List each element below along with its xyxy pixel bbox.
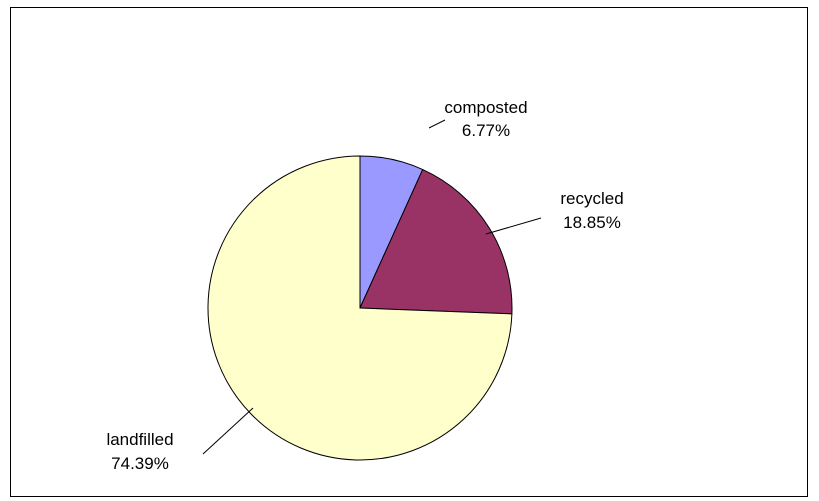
slice-label-composted: composted (444, 98, 527, 117)
leader-line-landfilled (202, 407, 254, 455)
chart-area: composted 6.77% recycled 18.85% landfilled 74… (10, 7, 808, 497)
slice-value-landfilled: 74.39% (111, 454, 169, 473)
slice-value-recycled: 18.85% (563, 213, 621, 232)
slice-label-recycled: recycled (560, 189, 623, 208)
leader-line-composted (428, 119, 446, 129)
pie-chart: composted 6.77% recycled 18.85% landfilled 74… (106, 98, 623, 473)
leader-line-recycled (485, 217, 542, 235)
pie-labels: composted 6.77% recycled 18.85% landfilled 74… (106, 98, 623, 473)
pie-slices (207, 155, 513, 461)
slice-label-landfilled: landfilled (106, 430, 173, 449)
slice-value-composted: 6.77% (462, 121, 510, 140)
pie-slice-landfilled (207, 155, 513, 461)
pie-slice-recycled (359, 168, 513, 315)
pie-leader-lines (202, 119, 542, 455)
